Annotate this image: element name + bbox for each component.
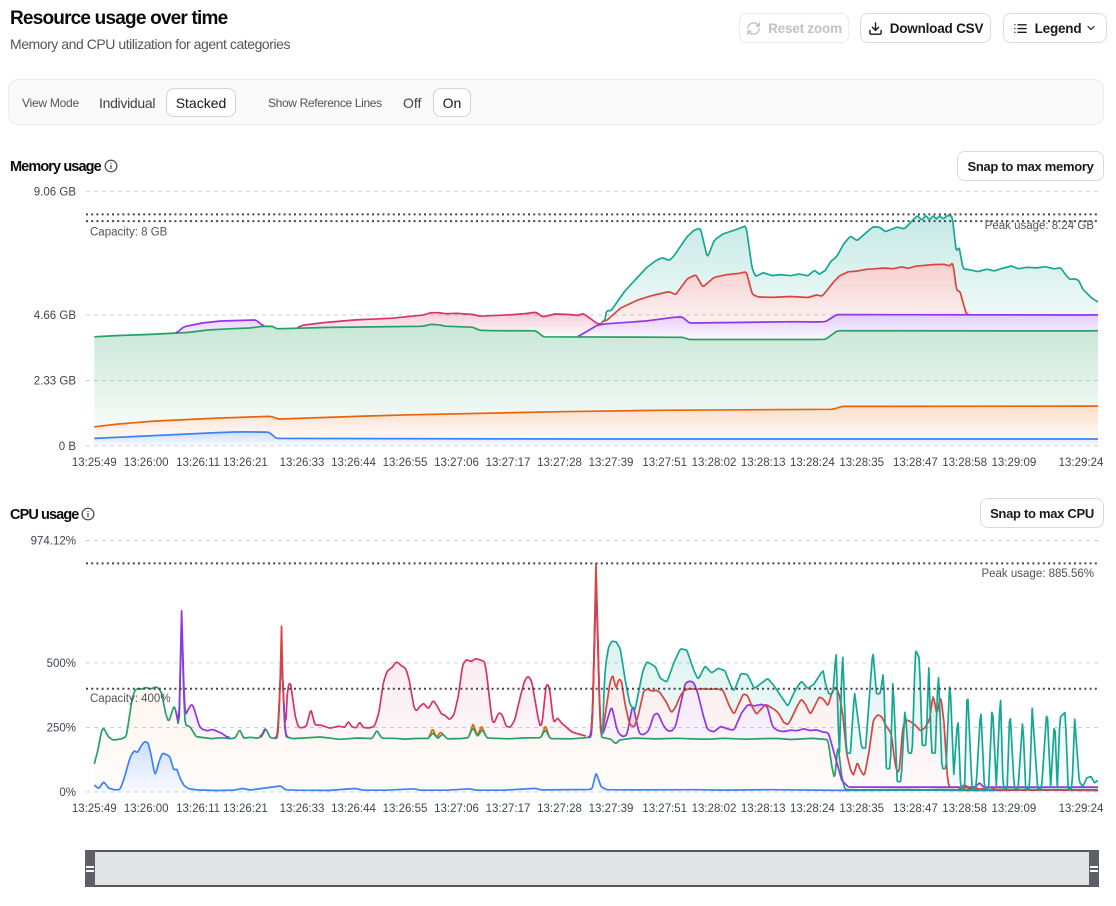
- svg-text:13:27:51: 13:27:51: [642, 803, 687, 815]
- svg-text:13:26:11: 13:26:11: [176, 803, 220, 815]
- svg-text:13:26:55: 13:26:55: [383, 457, 428, 469]
- svg-text:13:28:13: 13:28:13: [741, 457, 786, 469]
- svg-text:13:27:17: 13:27:17: [486, 457, 531, 469]
- svg-text:13:29:09: 13:29:09: [992, 803, 1037, 815]
- svg-text:13:28:24: 13:28:24: [790, 457, 835, 469]
- svg-text:4.66 GB: 4.66 GB: [34, 310, 77, 322]
- svg-text:13:26:00: 13:26:00: [124, 457, 169, 469]
- svg-text:13:29:24: 13:29:24: [1059, 457, 1104, 469]
- svg-text:13:28:02: 13:28:02: [692, 803, 737, 815]
- svg-text:13:26:33: 13:26:33: [280, 457, 325, 469]
- svg-text:9.06 GB: 9.06 GB: [34, 186, 77, 198]
- svg-text:13:27:39: 13:27:39: [589, 803, 634, 815]
- svg-text:13:28:47: 13:28:47: [893, 803, 938, 815]
- svg-text:13:26:21: 13:26:21: [223, 803, 268, 815]
- svg-text:Capacity: 8 GB: Capacity: 8 GB: [90, 227, 168, 239]
- svg-text:13:28:47: 13:28:47: [893, 457, 938, 469]
- svg-text:Capacity: 400%: Capacity: 400%: [90, 693, 171, 705]
- svg-text:Peak usage: 885.56%: Peak usage: 885.56%: [981, 568, 1094, 580]
- svg-text:13:28:02: 13:28:02: [692, 457, 737, 469]
- svg-text:500%: 500%: [47, 658, 76, 670]
- svg-text:13:28:58: 13:28:58: [942, 803, 987, 815]
- svg-text:13:28:35: 13:28:35: [839, 803, 884, 815]
- svg-text:13:27:28: 13:27:28: [537, 457, 582, 469]
- svg-text:13:28:13: 13:28:13: [741, 803, 786, 815]
- svg-text:13:26:00: 13:26:00: [124, 803, 169, 815]
- svg-text:13:29:24: 13:29:24: [1059, 803, 1104, 815]
- svg-text:13:25:49: 13:25:49: [72, 803, 117, 815]
- svg-text:13:27:28: 13:27:28: [537, 803, 582, 815]
- svg-text:2.33 GB: 2.33 GB: [34, 376, 77, 388]
- svg-text:13:26:44: 13:26:44: [331, 803, 376, 815]
- svg-text:13:27:17: 13:27:17: [486, 803, 531, 815]
- svg-text:Peak usage: 8.24 GB: Peak usage: 8.24 GB: [985, 220, 1095, 232]
- svg-text:13:27:39: 13:27:39: [589, 457, 634, 469]
- svg-text:974.12%: 974.12%: [31, 536, 76, 548]
- svg-text:13:28:35: 13:28:35: [839, 457, 884, 469]
- svg-text:13:27:06: 13:27:06: [434, 457, 479, 469]
- svg-text:13:28:58: 13:28:58: [942, 457, 987, 469]
- svg-text:13:29:09: 13:29:09: [992, 457, 1037, 469]
- svg-text:13:26:55: 13:26:55: [383, 803, 428, 815]
- svg-text:13:26:33: 13:26:33: [280, 803, 325, 815]
- svg-text:13:25:49: 13:25:49: [72, 457, 117, 469]
- svg-text:13:26:11: 13:26:11: [176, 457, 220, 469]
- svg-text:13:27:51: 13:27:51: [642, 457, 687, 469]
- svg-text:13:26:44: 13:26:44: [331, 457, 376, 469]
- svg-text:13:27:06: 13:27:06: [434, 803, 479, 815]
- svg-text:13:28:24: 13:28:24: [790, 803, 835, 815]
- svg-text:0 B: 0 B: [59, 441, 77, 453]
- svg-text:13:26:21: 13:26:21: [223, 457, 268, 469]
- svg-text:0%: 0%: [59, 787, 76, 799]
- svg-text:250%: 250%: [47, 723, 76, 735]
